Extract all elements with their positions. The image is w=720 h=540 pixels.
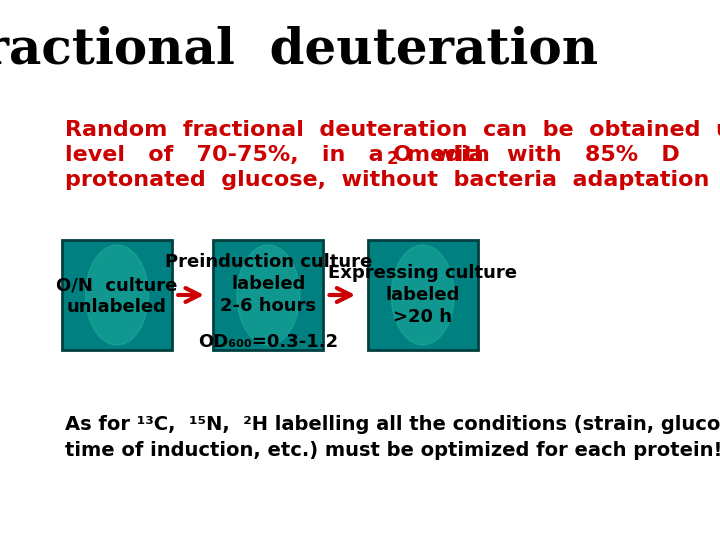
Text: As for ¹³C,  ¹⁵N,  ²H labelling all the conditions (strain, glucose conc.: As for ¹³C, ¹⁵N, ²H labelling all the co… — [65, 415, 720, 435]
Circle shape — [391, 245, 454, 345]
Text: Expressing culture: Expressing culture — [328, 264, 517, 282]
Text: 2-6 hours: 2-6 hours — [220, 297, 316, 315]
FancyBboxPatch shape — [62, 240, 172, 350]
Text: 2: 2 — [387, 150, 398, 168]
Text: O   with: O with — [393, 145, 490, 165]
Circle shape — [237, 245, 300, 345]
Text: level   of   70-75%,   in   a   media   with   85%   D: level of 70-75%, in a media with 85% D — [65, 145, 680, 165]
Text: protonated  glucose,  without  bacteria  adaptation: protonated glucose, without bacteria ada… — [65, 170, 709, 190]
Text: Fractional  deuteration: Fractional deuteration — [0, 25, 598, 75]
Text: labeled: labeled — [231, 275, 305, 293]
Text: O/N  culture: O/N culture — [56, 276, 178, 294]
Text: >20 h: >20 h — [393, 308, 452, 326]
FancyBboxPatch shape — [213, 240, 323, 350]
Text: Random  fractional  deuteration  can  be  obtained  up  to  a: Random fractional deuteration can be obt… — [65, 120, 720, 140]
Text: time of induction, etc.) must be optimized for each protein!!: time of induction, etc.) must be optimiz… — [65, 441, 720, 460]
Text: OD₆₀₀=0.3-1.2: OD₆₀₀=0.3-1.2 — [198, 333, 338, 351]
Text: labeled: labeled — [386, 286, 460, 304]
Circle shape — [86, 245, 148, 345]
Text: unlabeled: unlabeled — [67, 298, 167, 316]
FancyBboxPatch shape — [368, 240, 478, 350]
Text: Preinduction culture: Preinduction culture — [165, 253, 372, 271]
